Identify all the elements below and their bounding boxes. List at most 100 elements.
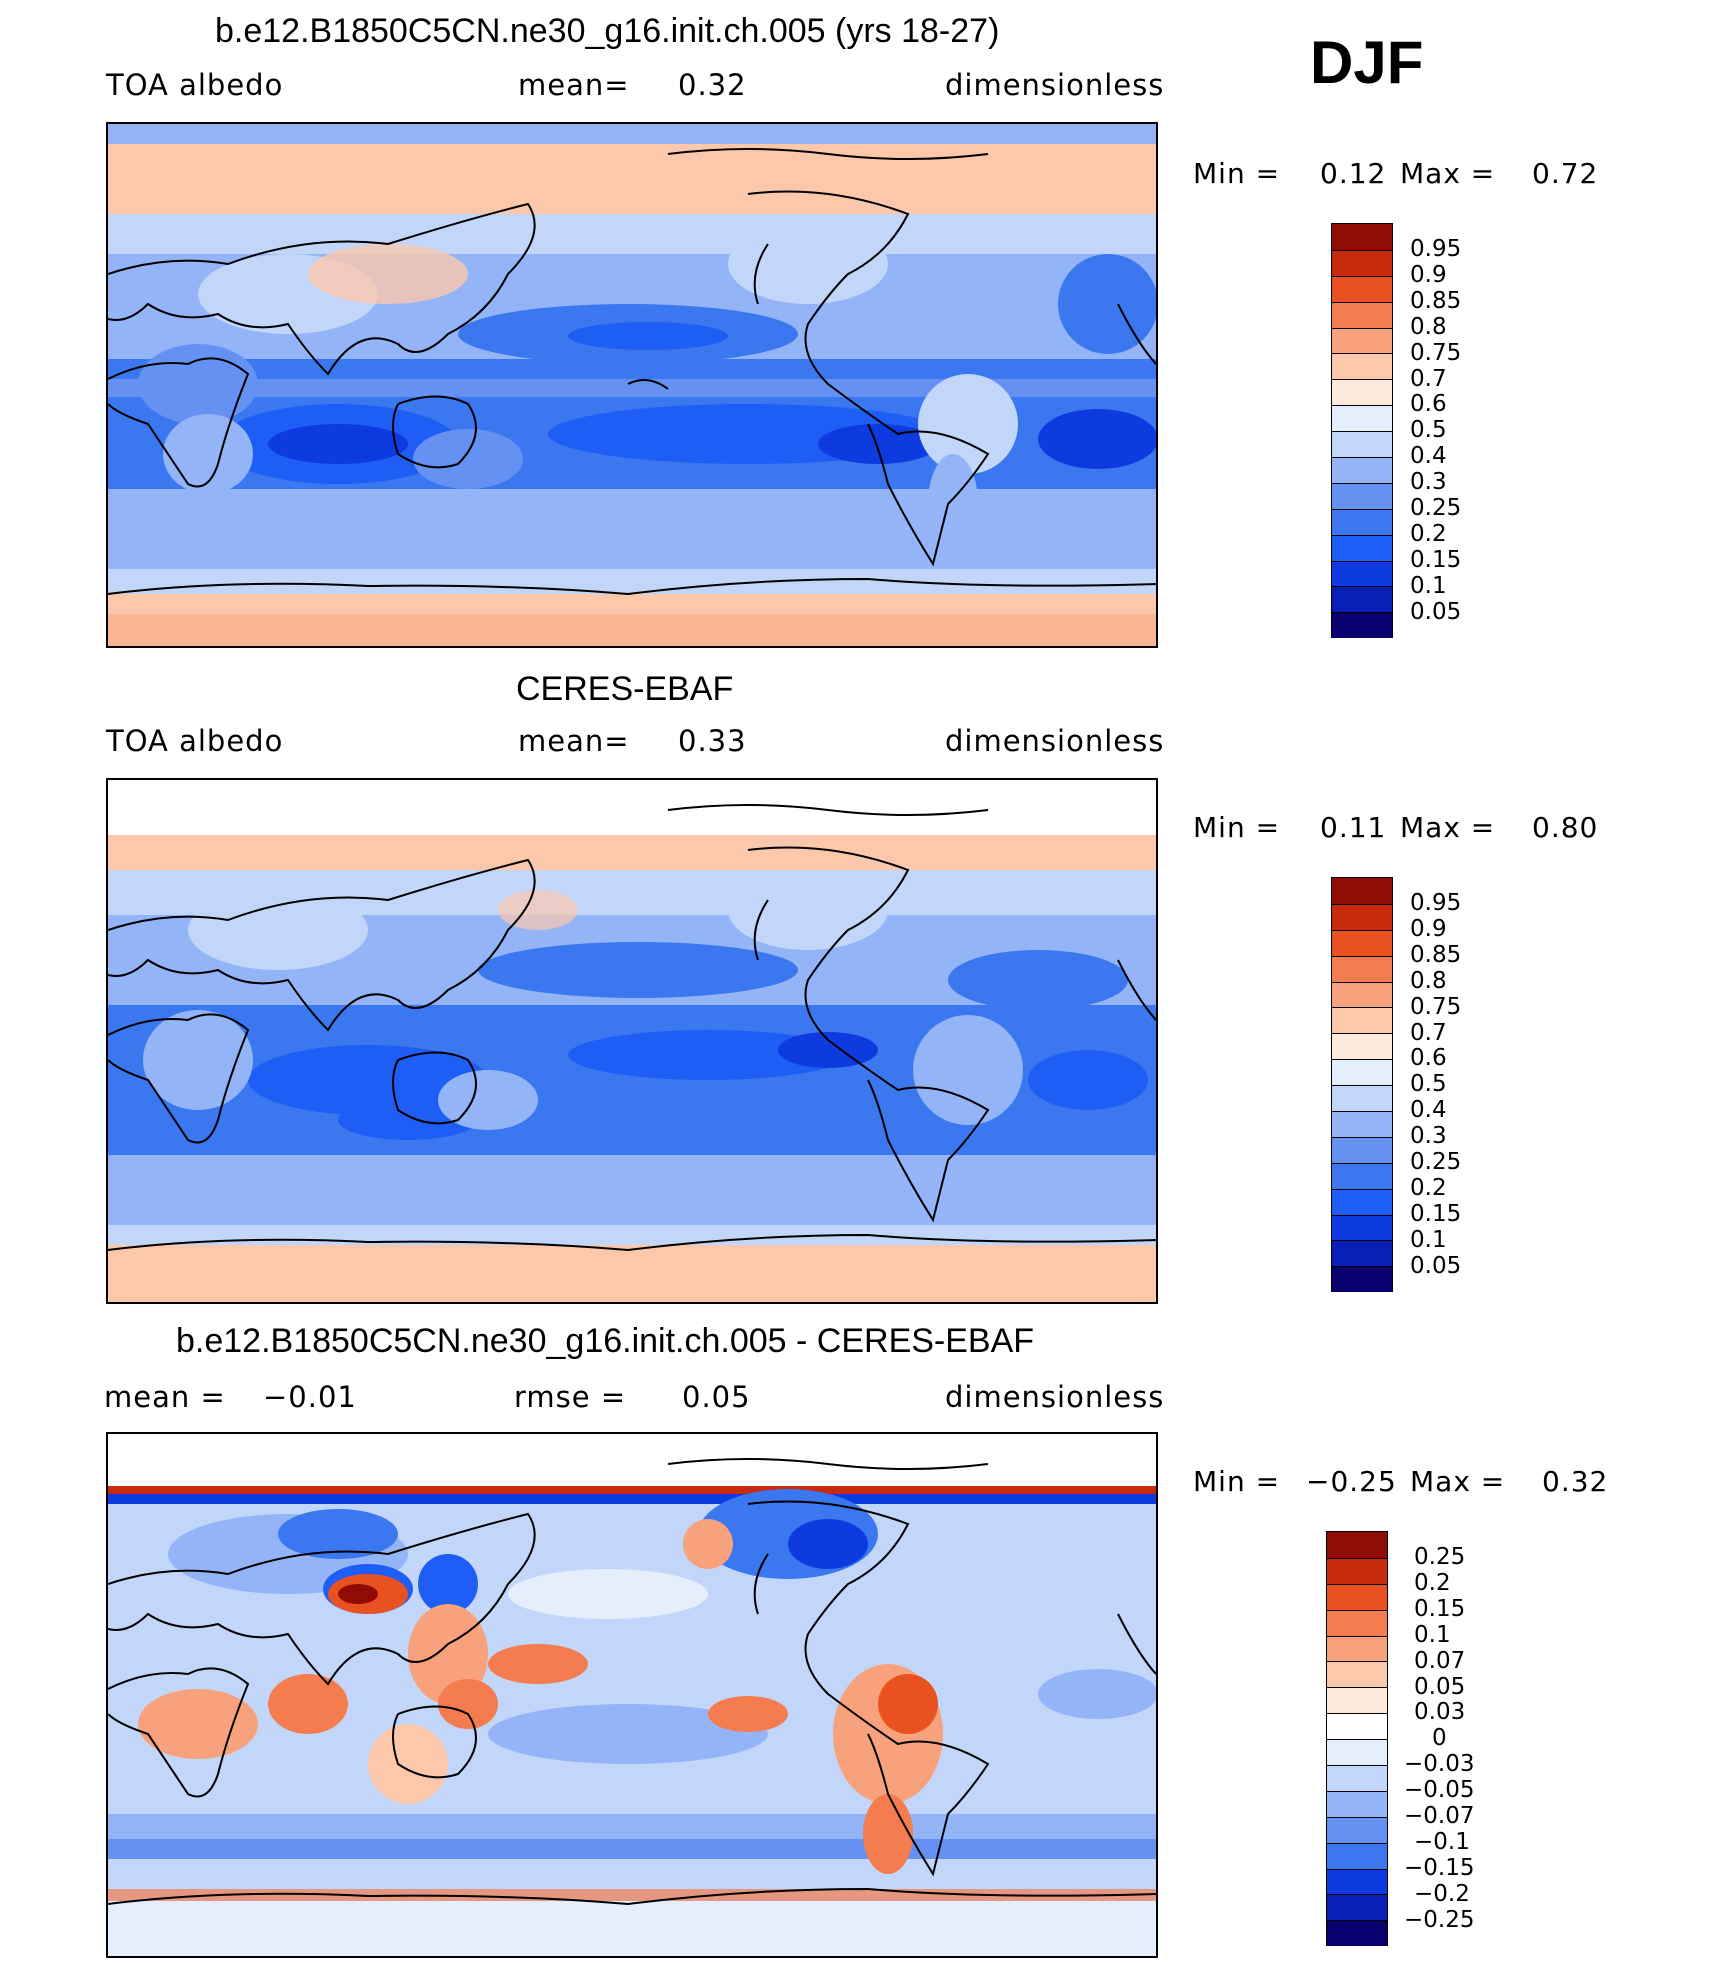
panel2-colorbar-label: 0.5 (1410, 1071, 1447, 1098)
panel2-mean-label: mean= (518, 724, 630, 758)
panel3-colorbar-label: 0.07 (1414, 1647, 1466, 1674)
panel3-colorbar-swatch (1327, 1868, 1387, 1895)
panel2-units: dimensionless (945, 724, 1165, 758)
panel2-variable-label: TOA albedo (106, 724, 284, 758)
panel3-colorbar-swatch (1327, 1609, 1387, 1636)
panel3-colorbar-swatch (1327, 1765, 1387, 1791)
panel2-colorbar-swatch (1332, 1240, 1392, 1267)
panel3-rmse-value: 0.05 (682, 1380, 751, 1414)
panel2-colorbar-label: 0.95 (1410, 890, 1462, 916)
panel2-colorbar-label: 0.85 (1410, 941, 1462, 968)
panel3-colorbar-label: 0.1 (1414, 1621, 1451, 1648)
panel2-colorbar-swatch (1332, 955, 1392, 982)
panel3-title: b.e12.B1850C5CN.ne30_g16.init.ch.005 - C… (176, 1322, 1035, 1360)
panel2-min-label: Min = (1193, 811, 1281, 844)
panel1-colorbar-label: 0.2 (1410, 520, 1447, 547)
panel1-colorbar-label: 0.4 (1410, 443, 1447, 470)
panel2-colorbar-label: 0.8 (1410, 967, 1447, 994)
panel1-colorbar-swatch (1332, 249, 1392, 276)
panel1-colorbar (1331, 223, 1393, 639)
panel2-coastlines (108, 804, 1156, 1252)
panel2-title: CERES-EBAF (516, 670, 734, 708)
panel3-colorbar-label: −0.03 (1404, 1751, 1475, 1778)
panel1-variable-label: TOA albedo (106, 68, 284, 102)
panel3-colorbar-label: 0.25 (1414, 1544, 1466, 1570)
panel1-colorbar-swatch (1332, 482, 1392, 509)
panel1-colorbar-swatch (1332, 405, 1392, 432)
panel1-colorbar-swatch (1332, 612, 1392, 639)
panel1-colorbar-label: 0.6 (1410, 391, 1447, 418)
panel1-colorbar-label: 0.25 (1410, 495, 1462, 521)
panel2-colorbar-label: 0.05 (1410, 1252, 1462, 1279)
panel1-colorbar-label: 0.85 (1410, 287, 1462, 314)
panel1-colorbar-swatch (1332, 508, 1392, 535)
panel1-colorbar-label: 0.3 (1410, 469, 1447, 496)
panel2-max-label: Max = (1400, 811, 1496, 844)
panel1-colorbar-label: 0.75 (1410, 339, 1462, 366)
panel1-colorbar-swatch (1332, 353, 1392, 380)
panel2-mean-value: 0.33 (678, 724, 747, 758)
panel2-colorbar-swatch (1332, 981, 1392, 1008)
panel3-colorbar-label: 0.2 (1414, 1569, 1451, 1596)
panel1-colorbar-label: 0.7 (1410, 365, 1447, 392)
panel1-colorbar-label: 0.95 (1410, 236, 1462, 262)
season-label: DJF (1310, 29, 1424, 96)
panel1-colorbar-swatch (1332, 457, 1392, 483)
panel1-mean-label: mean= (518, 68, 630, 102)
panel1-colorbar-label: 0.8 (1410, 313, 1447, 340)
panel3-colorbar-swatch (1327, 1713, 1387, 1740)
panel1-coastlines (108, 148, 1156, 596)
panel3-field (108, 1434, 1156, 1956)
panel3-max-value: 0.32 (1542, 1465, 1609, 1498)
panel3-colorbar-label: −0.2 (1414, 1880, 1470, 1907)
panel2-colorbar-swatch (1332, 1188, 1392, 1215)
panel1-colorbar-label: 0.9 (1410, 261, 1447, 288)
panel1-colorbar-swatch (1332, 275, 1392, 302)
panel3-colorbar-swatch (1327, 1532, 1387, 1558)
panel3-colorbar-swatch (1327, 1635, 1387, 1662)
panel1-colorbar-label: 0.05 (1410, 598, 1462, 625)
panel3-mean-label: mean = (104, 1380, 226, 1414)
panel3-min-value: −0.25 (1306, 1465, 1397, 1498)
panel2-min-value: 0.11 (1320, 811, 1387, 844)
panel1-colorbar-swatch (1332, 431, 1392, 458)
panel1-colorbar-swatch (1332, 379, 1392, 406)
panel2-max-value: 0.80 (1532, 811, 1599, 844)
panel2-colorbar-swatch (1332, 929, 1392, 956)
panel1-units: dimensionless (945, 68, 1165, 102)
panel2-colorbar-swatch (1332, 1214, 1392, 1241)
panel3-mean-value: −0.01 (263, 1380, 357, 1414)
panel2-colorbar-swatch (1332, 1111, 1392, 1137)
panel3-colorbar-swatch (1327, 1894, 1387, 1921)
panel1-mean-value: 0.32 (678, 68, 747, 102)
panel2-colorbar-swatch (1332, 1007, 1392, 1034)
panel1-colorbar-label: 0.5 (1410, 417, 1447, 444)
panel3-colorbar (1326, 1531, 1388, 1947)
panel1-colorbar-swatch (1332, 560, 1392, 587)
panel3-colorbar-swatch (1327, 1687, 1387, 1714)
panel1-title: b.e12.B1850C5CN.ne30_g16.init.ch.005 (yr… (215, 12, 1000, 50)
panel3-colorbar-label: 0 (1432, 1725, 1447, 1752)
panel2-colorbar-label: 0.4 (1410, 1097, 1447, 1124)
panel1-colorbar-swatch (1332, 327, 1392, 354)
panel1-colorbar-label: 0.1 (1410, 572, 1447, 599)
panel2-colorbar-label: 0.25 (1410, 1149, 1462, 1175)
panel1-min-value: 0.12 (1320, 157, 1387, 190)
panel3-colorbar-label: −0.07 (1404, 1803, 1475, 1829)
panel2-colorbar-label: 0.3 (1410, 1123, 1447, 1150)
panel3-colorbar-swatch (1327, 1790, 1387, 1817)
panel2-colorbar-swatch (1332, 1059, 1392, 1086)
panel1-field (108, 124, 1156, 646)
panel2-field (108, 780, 1156, 1302)
panel1-max-label: Max = (1400, 157, 1496, 190)
panel3-colorbar-label: −0.25 (1404, 1906, 1475, 1933)
panel3-colorbar-swatch (1327, 1583, 1387, 1610)
panel3-map (106, 1432, 1158, 1958)
panel1-min-label: Min = (1193, 157, 1281, 190)
panel2-colorbar-swatch (1332, 1085, 1392, 1112)
panel1-map (106, 122, 1158, 648)
panel3-max-label: Max = (1410, 1465, 1506, 1498)
panel2-colorbar-label: 0.7 (1410, 1019, 1447, 1046)
panel3-colorbar-label: 0.05 (1414, 1673, 1466, 1700)
panel3-colorbar-label: −0.1 (1414, 1828, 1470, 1855)
